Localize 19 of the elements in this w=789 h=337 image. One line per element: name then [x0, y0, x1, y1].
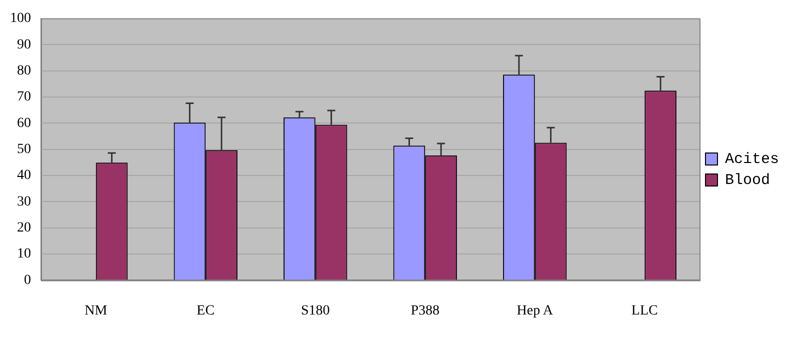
x-tick-label: Hep A — [516, 303, 554, 318]
y-tick-label: 10 — [17, 246, 31, 262]
x-tick-label: EC — [196, 303, 215, 318]
y-tick-label: 40 — [17, 168, 31, 184]
y-tick-label: 50 — [17, 142, 31, 157]
y-tick-label: 90 — [17, 37, 31, 52]
y-tick-label: 80 — [17, 63, 31, 78]
legend-label: Acites — [724, 150, 780, 168]
x-tick-label: LLC — [631, 303, 658, 318]
legend-label: Blood — [724, 172, 770, 189]
y-tick-label: 60 — [17, 116, 31, 131]
x-tick-label: P388 — [410, 303, 440, 318]
y-tick-label: 0 — [24, 272, 31, 288]
y-tick-label: 20 — [17, 220, 31, 236]
y-tick-label: 70 — [17, 90, 31, 105]
x-tick-label: S180 — [300, 303, 330, 318]
x-tick-label: NM — [84, 303, 108, 318]
y-tick-label: 100 — [10, 11, 31, 26]
y-tick-label: 30 — [17, 194, 31, 210]
